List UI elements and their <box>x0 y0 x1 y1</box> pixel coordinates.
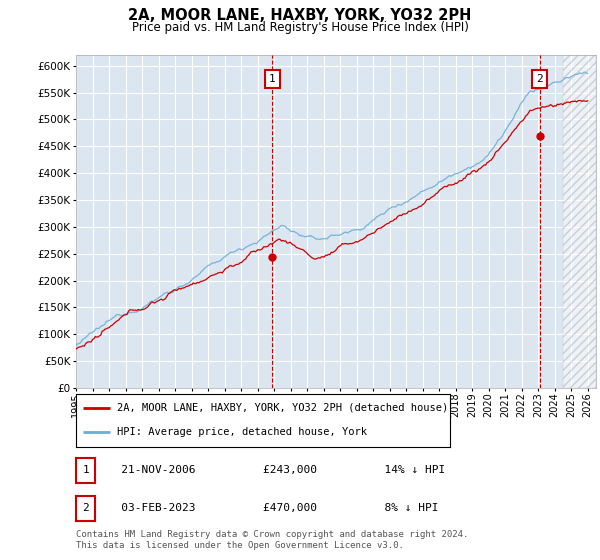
Text: Contains HM Land Registry data © Crown copyright and database right 2024.
This d: Contains HM Land Registry data © Crown c… <box>76 530 469 550</box>
Bar <box>563 55 596 388</box>
Text: 1: 1 <box>82 465 89 475</box>
Text: 21-NOV-2006          £243,000          14% ↓ HPI: 21-NOV-2006 £243,000 14% ↓ HPI <box>101 465 445 475</box>
Text: 1: 1 <box>269 74 276 84</box>
Text: 2A, MOOR LANE, HAXBY, YORK, YO32 2PH (detached house): 2A, MOOR LANE, HAXBY, YORK, YO32 2PH (de… <box>117 403 448 413</box>
Text: 2A, MOOR LANE, HAXBY, YORK, YO32 2PH: 2A, MOOR LANE, HAXBY, YORK, YO32 2PH <box>128 8 472 24</box>
Text: Price paid vs. HM Land Registry's House Price Index (HPI): Price paid vs. HM Land Registry's House … <box>131 21 469 34</box>
Text: 2: 2 <box>536 74 543 84</box>
Text: HPI: Average price, detached house, York: HPI: Average price, detached house, York <box>117 427 367 437</box>
Text: 2: 2 <box>82 503 89 514</box>
Text: 03-FEB-2023          £470,000          8% ↓ HPI: 03-FEB-2023 £470,000 8% ↓ HPI <box>101 503 439 514</box>
